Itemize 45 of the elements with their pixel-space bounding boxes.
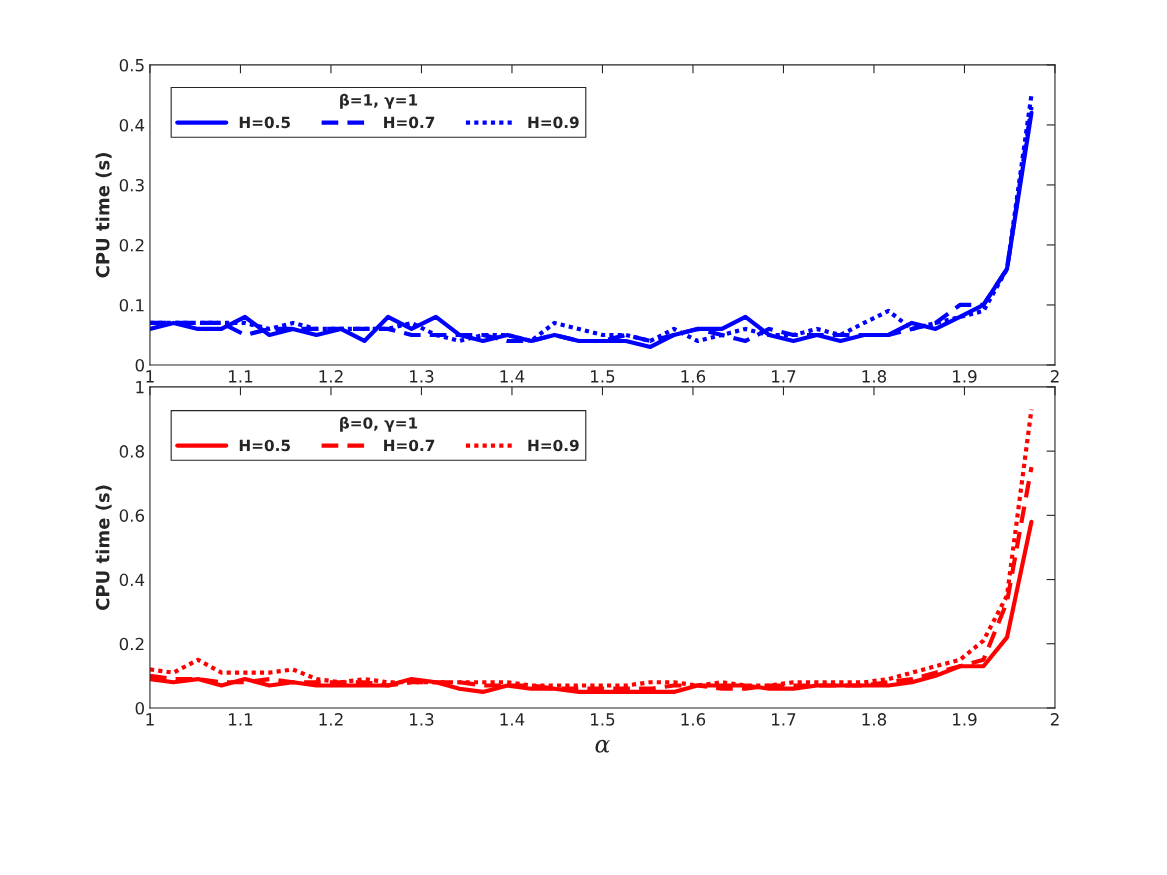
y-axis-title: CPU time (s) (95, 485, 112, 610)
y-tick-label: 0.1 (119, 298, 144, 312)
legend-label: H=0.9 (528, 439, 579, 452)
legend-title: β=0, γ=1 (340, 416, 418, 432)
x-tick-label: 1.9 (953, 713, 977, 726)
y-tick-label: 0.4 (119, 118, 145, 132)
x-tick-label: 1.2 (319, 370, 343, 383)
legend-label: H=0.5 (239, 116, 290, 129)
y-tick-label: 0.4 (119, 573, 145, 587)
x-tick-label: 1.7 (772, 713, 796, 726)
y-tick-label: 0.3 (119, 178, 144, 192)
x-tick-label: 1.2 (319, 713, 343, 726)
x-tick-label: 1.5 (591, 713, 615, 726)
y-tick-label: 0.2 (119, 238, 144, 252)
x-tick-label: 1.7 (772, 370, 796, 383)
y-axis-title: CPU time (s) (95, 153, 112, 278)
x-tick-label: 1.4 (500, 713, 525, 726)
y-tick-label: 0.2 (119, 637, 144, 651)
legend-label: H=0.9 (528, 116, 579, 129)
x-tick-label: 1.8 (862, 370, 887, 383)
x-tick-label: 1.5 (591, 370, 615, 383)
x-tick-label: 1.4 (500, 370, 525, 383)
legend-title: β=1, γ=1 (340, 93, 418, 109)
y-tick-label: 1 (136, 381, 144, 394)
legend-label: H=0.7 (384, 116, 435, 129)
x-tick-label: 1.9 (953, 370, 977, 383)
x-tick-label: 1.1 (229, 370, 253, 383)
x-axis-title: α (595, 739, 610, 753)
x-tick-label: 1.3 (410, 713, 434, 726)
x-tick-label: 2 (1050, 713, 1059, 726)
x-tick-label: 1.8 (862, 713, 887, 726)
y-tick-label: 0 (135, 358, 144, 372)
y-tick-label: 0.5 (119, 58, 144, 72)
x-tick-label: 1.6 (681, 713, 706, 726)
legend-label: H=0.5 (239, 439, 290, 452)
x-tick-label: 1.1 (229, 713, 253, 726)
y-tick-label: 0.8 (119, 445, 144, 458)
y-tick-label: 0 (135, 701, 144, 715)
x-tick-label: 1 (146, 370, 154, 383)
y-tick-label: 0.6 (119, 509, 145, 522)
x-tick-label: 2 (1050, 370, 1059, 383)
legend-label: H=0.7 (384, 439, 435, 452)
x-tick-label: 1.6 (681, 370, 706, 383)
x-tick-label: 1 (146, 713, 154, 726)
x-tick-label: 1.3 (410, 370, 434, 383)
